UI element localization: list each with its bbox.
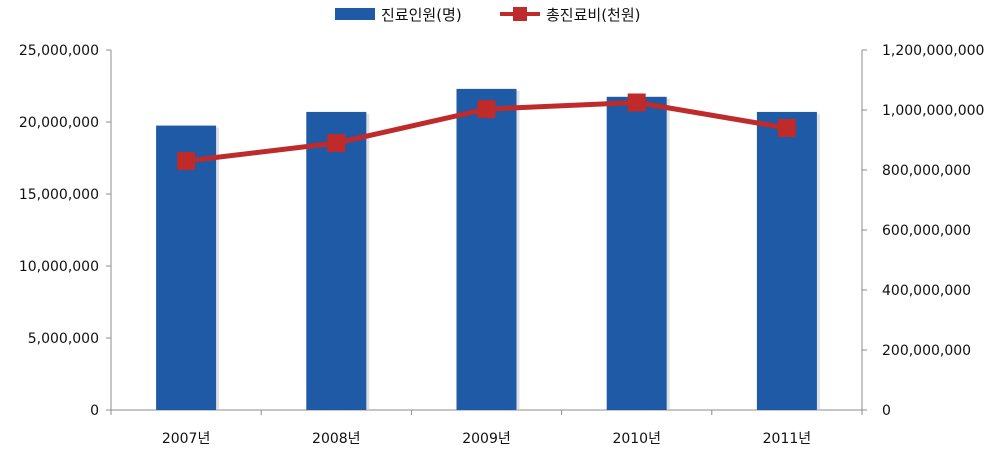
y-right-tick-label: 200,000,000 <box>882 343 971 359</box>
y-left-tick-label: 25,000,000 <box>19 43 99 59</box>
line-marker <box>177 152 196 170</box>
x-tick-label: 2009년 <box>462 431 511 447</box>
y-right-tick-label: 1,200,000,000 <box>882 43 984 59</box>
legend-label-line: 총진료비(천원) <box>546 6 641 24</box>
y-right-tick-label: 400,000,000 <box>882 283 971 299</box>
y-left-tick-label: 20,000,000 <box>19 115 99 131</box>
legend-swatch-marker <box>513 7 527 21</box>
y-right-tick-label: 1,000,000,000 <box>882 103 984 119</box>
y-right-tick-label: 600,000,000 <box>882 223 971 239</box>
y-right-tick-label: 800,000,000 <box>882 163 971 179</box>
x-tick-label: 2011년 <box>763 431 812 447</box>
x-tick-label: 2010년 <box>612 431 661 447</box>
bar <box>306 111 367 411</box>
bar <box>456 88 517 410</box>
y-left-tick-label: 15,000,000 <box>19 187 99 203</box>
line-marker <box>627 93 646 112</box>
line-marker <box>477 100 496 119</box>
bar <box>606 96 667 411</box>
legend-swatch-bar <box>335 8 375 20</box>
line-marker <box>327 134 346 152</box>
x-tick-label: 2008년 <box>312 431 361 447</box>
legend-label-bar: 진료인원(명) <box>381 6 462 24</box>
legend: 진료인원(명) 총진료비(천원) <box>335 6 641 24</box>
y-left-tick-label: 10,000,000 <box>19 259 99 275</box>
line-marker <box>777 119 796 137</box>
bar <box>756 111 817 411</box>
y-left-tick-label: 5,000,000 <box>28 331 99 347</box>
bar <box>156 125 217 410</box>
x-tick-label: 2007년 <box>162 431 211 447</box>
y-right-tick-label: 0 <box>882 403 891 419</box>
y-left-tick-label: 0 <box>90 403 99 419</box>
